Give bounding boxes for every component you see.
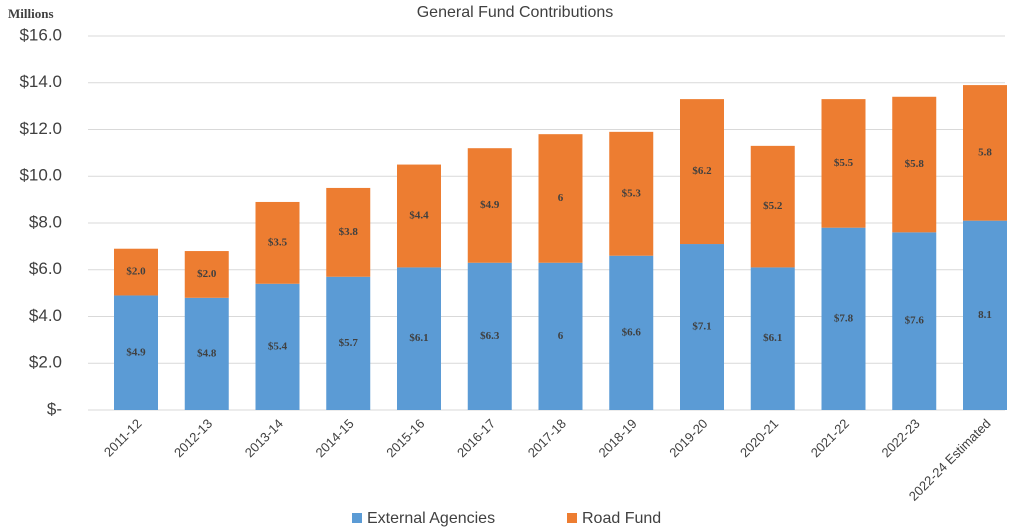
data-label: 6 <box>558 192 564 204</box>
data-label: $4.8 <box>197 347 217 359</box>
x-tick-label: 2012-13 <box>171 416 215 460</box>
data-label: $5.7 <box>339 337 359 349</box>
y-tick-label: $16.0 <box>19 25 62 44</box>
data-label: $5.2 <box>763 200 783 212</box>
bar-segment <box>467 148 512 263</box>
x-tick-label: 2019-20 <box>666 416 710 460</box>
bar-segment <box>255 201 300 284</box>
data-label: $6.6 <box>622 326 642 338</box>
data-label: $7.1 <box>692 321 711 333</box>
data-label: $7.6 <box>905 315 925 327</box>
bar-segment <box>963 85 1007 221</box>
bar-segment <box>892 96 937 233</box>
bar-segment <box>963 220 1007 410</box>
y-tick-label: $14.0 <box>19 72 62 91</box>
bar-segment <box>114 248 158 296</box>
bar-segment <box>184 251 229 298</box>
legend-label: External Agencies <box>367 510 495 527</box>
data-label: $5.5 <box>834 157 854 169</box>
data-label: $4.4 <box>409 210 429 222</box>
bar-segment <box>184 297 229 410</box>
bar-segment <box>821 227 866 410</box>
chart-title: General Fund Contributions <box>417 4 614 21</box>
bar-segment <box>680 99 724 245</box>
x-tick-label: 2011-12 <box>101 416 145 460</box>
data-label: $3.5 <box>268 236 288 248</box>
bar-segment <box>114 295 158 410</box>
data-label: $7.8 <box>834 312 854 324</box>
data-label: 8.1 <box>978 309 992 321</box>
data-label: $3.8 <box>339 226 359 238</box>
bar-segment <box>609 255 654 410</box>
data-label: $6.3 <box>480 330 500 342</box>
bar-segment <box>397 164 441 268</box>
y-tick-label: $6.0 <box>29 259 62 278</box>
x-tick-label: 2022-23 <box>878 416 922 460</box>
x-tick-label: 2016-17 <box>454 416 498 460</box>
data-label: $6.1 <box>763 332 782 344</box>
bar-segment <box>255 283 300 410</box>
data-label: 6 <box>558 330 564 342</box>
legend-swatch <box>352 513 362 523</box>
bar-segment <box>538 134 583 263</box>
data-label: $5.3 <box>622 187 642 199</box>
y-tick-label: $10.0 <box>19 166 62 185</box>
y-tick-label: $4.0 <box>29 306 62 325</box>
x-tick-label: 2014-15 <box>312 416 356 460</box>
bar-segment <box>326 276 371 410</box>
data-label: $2.0 <box>197 268 217 280</box>
data-label: $6.2 <box>692 165 712 177</box>
data-label: 5.8 <box>978 146 992 158</box>
data-label: $6.1 <box>409 332 428 344</box>
y-axis-label: Millions <box>8 6 54 21</box>
bar-segment <box>609 131 654 256</box>
bar-segment <box>680 244 724 410</box>
x-tick-label: 2020-21 <box>737 416 781 460</box>
legend-swatch <box>567 513 577 523</box>
bar-segment <box>821 99 866 228</box>
x-tick-label: 2018-19 <box>595 416 639 460</box>
x-tick-label: 2017-18 <box>525 416 569 460</box>
bar-segment <box>467 262 512 410</box>
y-tick-label: $8.0 <box>29 212 62 231</box>
y-tick-label: $- <box>47 399 62 418</box>
data-label: $4.9 <box>126 346 146 358</box>
y-tick-label: $12.0 <box>19 119 62 138</box>
x-tick-label: 2021-22 <box>808 416 852 460</box>
data-label: $2.0 <box>126 266 146 278</box>
legend-label: Road Fund <box>582 510 661 527</box>
bar-segment <box>326 187 371 277</box>
y-tick-label: $2.0 <box>29 353 62 372</box>
x-tick-label: 2013-14 <box>242 416 286 460</box>
data-label: $5.4 <box>268 340 288 352</box>
bar-segment <box>538 262 583 410</box>
bar-segment <box>750 145 795 268</box>
bar-segment <box>892 232 937 410</box>
data-label: $4.9 <box>480 199 500 211</box>
data-label: $5.8 <box>905 158 925 170</box>
bar-segment <box>397 267 441 410</box>
x-tick-label: 2015-16 <box>383 416 427 460</box>
bar-segment <box>750 267 795 410</box>
